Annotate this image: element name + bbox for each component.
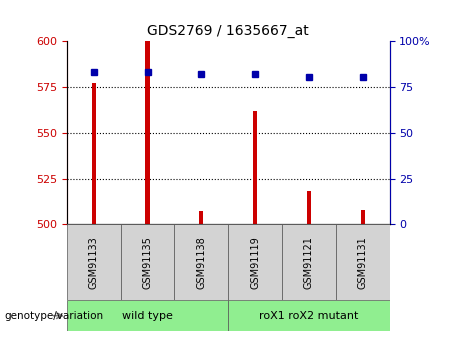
Text: roX1 roX2 mutant: roX1 roX2 mutant bbox=[259, 311, 359, 321]
Bar bbox=[67, 224, 121, 300]
Bar bbox=[253, 111, 257, 224]
Text: GSM91119: GSM91119 bbox=[250, 236, 260, 288]
Bar bbox=[228, 300, 390, 331]
Title: GDS2769 / 1635667_at: GDS2769 / 1635667_at bbox=[148, 23, 309, 38]
Bar bbox=[145, 41, 150, 224]
Text: genotype/variation: genotype/variation bbox=[5, 311, 104, 321]
Bar bbox=[67, 300, 228, 331]
Text: GSM91131: GSM91131 bbox=[358, 236, 368, 288]
Bar bbox=[199, 211, 203, 224]
Bar bbox=[361, 210, 365, 224]
Bar bbox=[336, 224, 390, 300]
Bar bbox=[307, 191, 311, 224]
Bar bbox=[228, 224, 282, 300]
Text: GSM91135: GSM91135 bbox=[142, 236, 153, 289]
Bar bbox=[121, 224, 174, 300]
Text: GSM91133: GSM91133 bbox=[89, 236, 99, 288]
Bar bbox=[282, 224, 336, 300]
Text: wild type: wild type bbox=[122, 311, 173, 321]
Bar bbox=[92, 83, 96, 224]
Text: GSM91121: GSM91121 bbox=[304, 236, 314, 289]
Text: GSM91138: GSM91138 bbox=[196, 236, 207, 288]
Bar bbox=[174, 224, 228, 300]
